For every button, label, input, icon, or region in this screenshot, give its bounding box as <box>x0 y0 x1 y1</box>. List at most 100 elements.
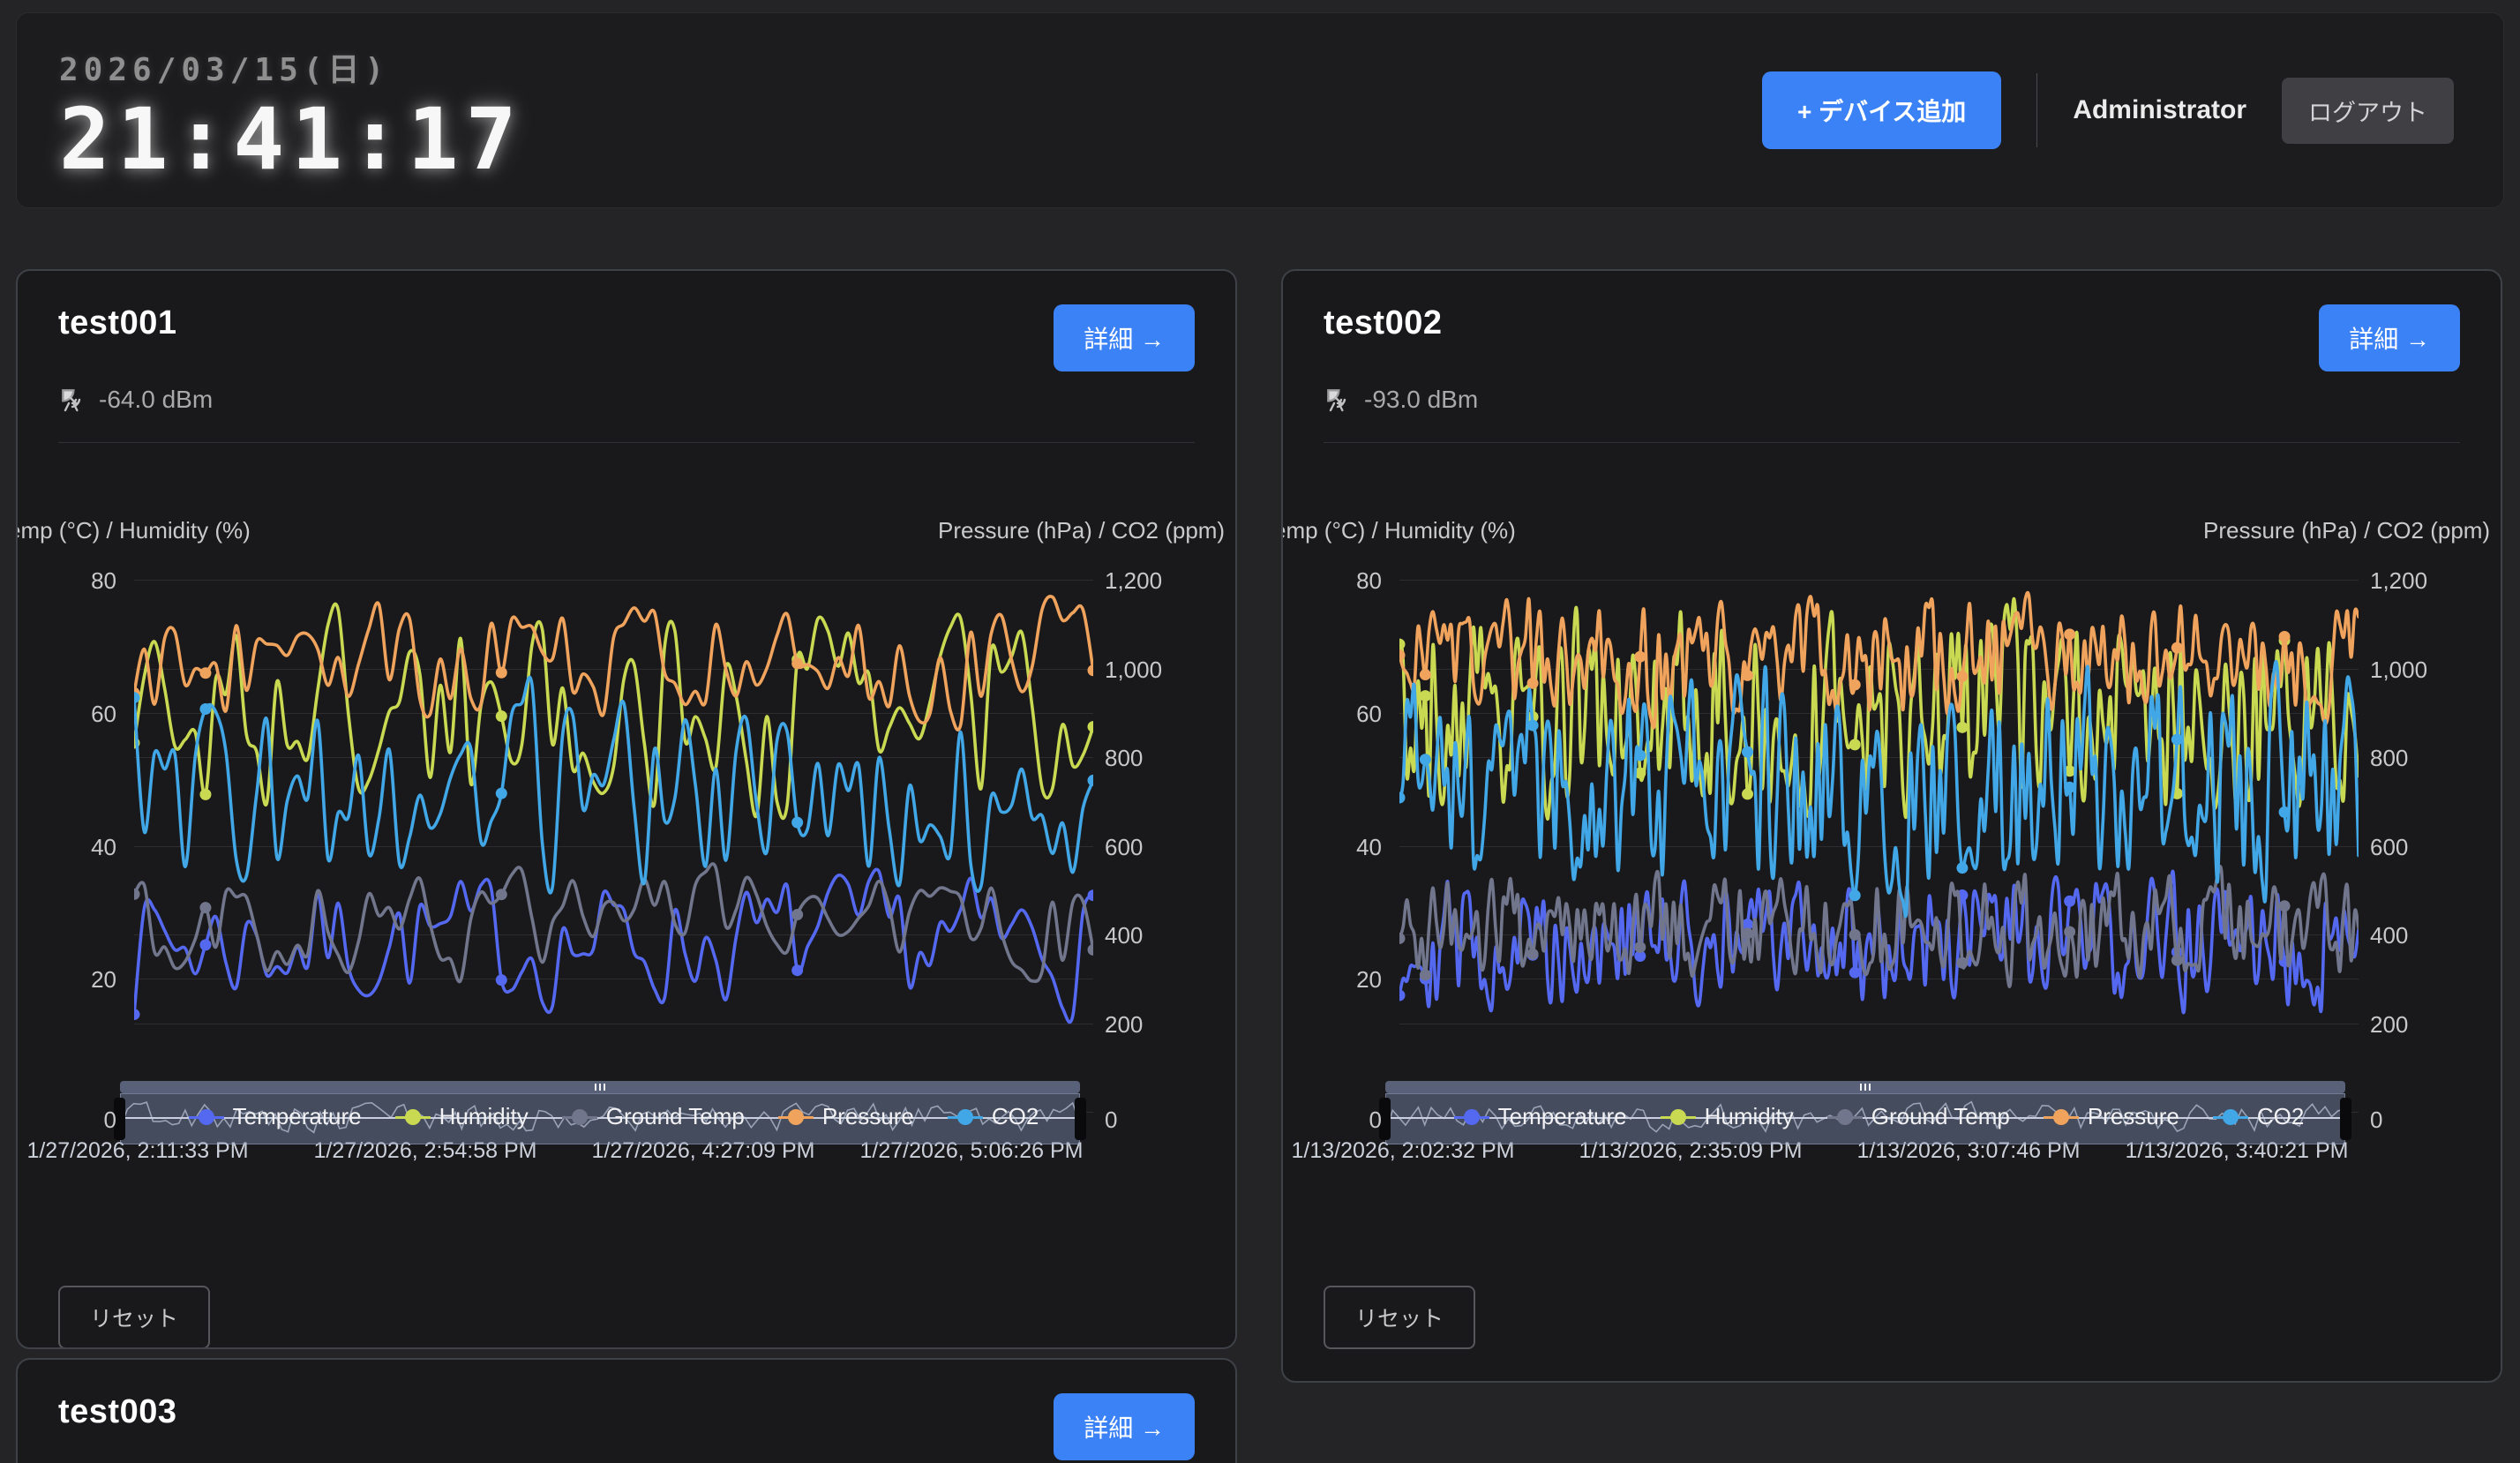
x-axis-tick: 1/27/2026, 5:06:26 PM <box>859 1138 1084 1163</box>
y-axis-right-title: Pressure (hPa) / CO2 (ppm) <box>938 517 1226 544</box>
top-header: 2026/03/15(日) 21:41:17 + デバイス追加 Administ… <box>16 12 2504 208</box>
series-point <box>1742 927 1754 940</box>
y-axis-tick-left: 60 <box>91 700 116 727</box>
chart-legend: Temperature Humidity Ground Temp Pressure CO… <box>1399 1103 2359 1130</box>
device-title: test003 <box>58 1393 177 1430</box>
header-actions: + デバイス追加 Administrator ログアウト <box>1762 71 2454 149</box>
legend-marker-icon <box>777 1108 814 1125</box>
legend-marker-icon <box>947 1108 983 1125</box>
series-point <box>1849 889 1861 902</box>
y-axis-tick-left: 20 <box>1356 966 1382 994</box>
series-point <box>1419 690 1431 702</box>
brush-selection-overlay[interactable] <box>1385 1093 2345 1144</box>
legend-label: CO2 <box>991 1103 1039 1129</box>
brush-handle-right[interactable] <box>2340 1098 2351 1140</box>
logout-button[interactable]: ログアウト <box>2282 77 2454 144</box>
series-point <box>1087 889 1093 902</box>
grid-line <box>134 712 1093 714</box>
details-button[interactable]: 詳細 → <box>1054 1393 1195 1460</box>
series-point <box>2064 781 2076 793</box>
y-axis-zero-right: 0 <box>2370 1107 2383 1133</box>
brush-selection-overlay[interactable] <box>120 1093 1080 1144</box>
series-point <box>2278 900 2291 912</box>
grid-line <box>134 668 1093 670</box>
y-axis-tick-right: 800 <box>2370 745 2409 771</box>
chart-plot-area[interactable] <box>1399 580 2359 1112</box>
chart-plot-area[interactable] <box>134 580 1093 1112</box>
brush-mini-chart[interactable] <box>120 1093 1080 1144</box>
series-point <box>1087 774 1093 786</box>
reset-zoom-button[interactable]: リセット <box>1324 1286 1476 1349</box>
y-axis-tick-right: 400 <box>1105 922 1144 949</box>
y-axis-zero-left: 0 <box>1369 1107 1382 1133</box>
legend-marker-icon <box>561 1108 597 1125</box>
legend-item-co2[interactable]: CO2 <box>2212 1103 2305 1130</box>
x-axis-tick: 1/27/2026, 2:11:33 PM <box>26 1138 249 1163</box>
signal-strength: -93.0 dBm <box>1364 386 1479 413</box>
x-axis-tick: 1/13/2026, 3:40:21 PM <box>2125 1138 2349 1163</box>
satellite-icon <box>1327 389 1346 412</box>
series-point <box>1956 671 1969 683</box>
device-title: test001 <box>58 304 177 341</box>
series-point <box>791 964 804 977</box>
brush-drag-bar[interactable] <box>1385 1081 2345 1093</box>
series-point <box>1849 679 1861 691</box>
series-point <box>495 889 507 901</box>
sensor-chart: Temp (°C) / Humidity (%) Pressure (hPa) /… <box>1283 496 2490 1167</box>
y-axis-tick-right: 600 <box>1105 833 1144 860</box>
legend-marker-icon <box>2043 1108 2079 1125</box>
clock-date: 2026/03/15(日) <box>59 51 390 88</box>
brush-mini-chart[interactable] <box>1385 1093 2345 1144</box>
brush-handle-left[interactable] <box>1379 1098 1391 1140</box>
legend-item-humidity[interactable]: Humidity <box>394 1103 529 1130</box>
series-point <box>1742 788 1754 800</box>
legend-item-co2[interactable]: CO2 <box>947 1103 1039 1130</box>
legend-item-ground-temp[interactable]: Ground Temp <box>1826 1103 2010 1130</box>
details-button[interactable]: 詳細 → <box>2319 304 2460 371</box>
y-axis-tick-left: 20 <box>91 966 116 994</box>
series-point <box>791 909 804 921</box>
series-point <box>495 666 507 679</box>
grid-line <box>134 845 1093 847</box>
series-point <box>1742 669 1754 681</box>
device-title: test002 <box>1324 304 1443 341</box>
series-point <box>2064 926 2076 938</box>
series-point <box>1419 969 1431 981</box>
series-point <box>1956 862 1969 874</box>
legend-item-humidity[interactable]: Humidity <box>1660 1103 1794 1130</box>
series-point <box>1849 739 1861 751</box>
brush-drag-bar[interactable] <box>120 1081 1080 1093</box>
legend-item-ground-temp[interactable]: Ground Temp <box>561 1103 745 1130</box>
series-point <box>1526 719 1539 732</box>
brush-handle-left[interactable] <box>114 1098 125 1140</box>
y-axis-tick-right: 600 <box>2370 833 2409 860</box>
legend-label: Pressure <box>2087 1103 2179 1129</box>
legend-label: Pressure <box>821 1103 914 1129</box>
series-point <box>199 939 212 951</box>
legend-item-temperature[interactable]: Temperature <box>188 1103 362 1130</box>
y-axis-tick-left: 80 <box>1356 567 1382 594</box>
reset-zoom-button[interactable]: リセット <box>58 1286 211 1347</box>
legend-marker-icon <box>394 1108 431 1125</box>
clock-time: 21:41:17 <box>59 89 524 189</box>
series-point <box>1634 941 1646 953</box>
series-point <box>1956 721 1969 733</box>
legend-item-pressure[interactable]: Pressure <box>777 1103 914 1130</box>
series-point <box>1634 950 1646 963</box>
series-point <box>791 816 804 829</box>
add-device-button[interactable]: + デバイス追加 <box>1762 71 2002 149</box>
x-axis-tick: 1/13/2026, 3:07:46 PM <box>1856 1138 2081 1163</box>
grid-line <box>1399 580 2359 581</box>
legend-label: CO2 <box>2256 1103 2305 1129</box>
details-button[interactable]: 詳細 → <box>1054 304 1195 371</box>
legend-item-pressure[interactable]: Pressure <box>2043 1103 2179 1130</box>
brush-handle-right[interactable] <box>1075 1098 1086 1140</box>
series-point <box>1087 664 1093 677</box>
satellite-icon <box>62 389 81 412</box>
legend-item-temperature[interactable]: Temperature <box>1453 1103 1627 1130</box>
y-axis-left-title: Temp (°C) / Humidity (%) <box>16 517 251 544</box>
series-line-ground-temp <box>134 862 1093 984</box>
y-axis-tick-right: 400 <box>2370 922 2409 949</box>
legend-label: Humidity <box>1704 1103 1794 1129</box>
